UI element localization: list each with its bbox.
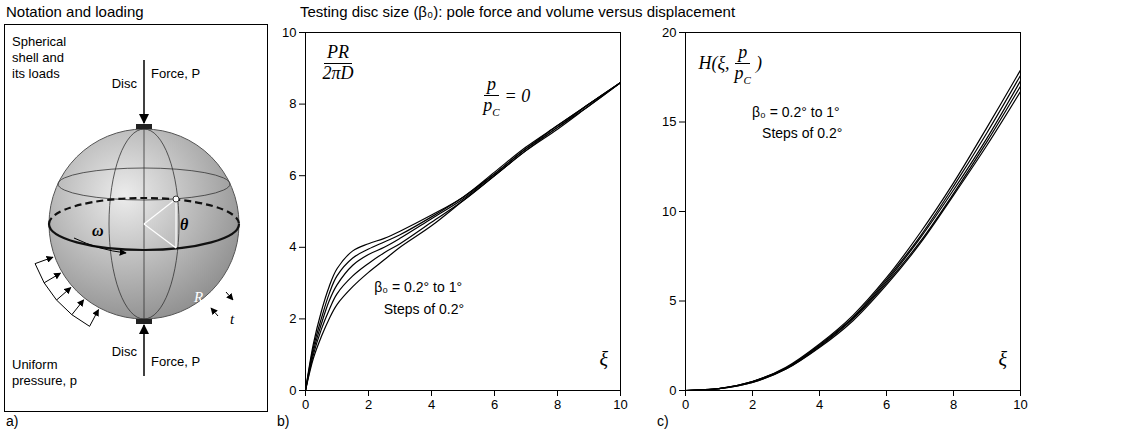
svg-text:15: 15 bbox=[662, 114, 676, 129]
svg-text:8: 8 bbox=[554, 397, 561, 412]
svg-text:0: 0 bbox=[302, 397, 309, 412]
html-text:Steps of 0.2°: Steps of 0.2° bbox=[383, 300, 465, 317]
svg-text:θ: θ bbox=[180, 216, 189, 233]
svg-text:10: 10 bbox=[662, 204, 676, 219]
svg-text:0: 0 bbox=[682, 397, 689, 412]
svg-text:its loads: its loads bbox=[12, 66, 60, 81]
svg-text:Disc: Disc bbox=[112, 344, 138, 359]
html-text:pC: pC bbox=[483, 94, 500, 118]
svg-text:10: 10 bbox=[613, 397, 627, 412]
svg-text:Uniform: Uniform bbox=[12, 357, 58, 372]
svg-text:2: 2 bbox=[289, 311, 296, 326]
svg-text:4: 4 bbox=[428, 397, 435, 412]
svg-text:8: 8 bbox=[950, 397, 957, 412]
svg-text:2: 2 bbox=[365, 397, 372, 412]
html-text:ξ: ξ bbox=[599, 348, 608, 371]
svg-text:R: R bbox=[193, 289, 203, 305]
svg-text:2: 2 bbox=[749, 397, 756, 412]
svg-text:Disc: Disc bbox=[112, 76, 138, 91]
svg-text:Force, P: Force, P bbox=[151, 66, 200, 81]
svg-text:6: 6 bbox=[491, 397, 498, 412]
html-text:2πD: 2πD bbox=[322, 62, 354, 83]
svg-text:5: 5 bbox=[669, 293, 676, 308]
html-text:H(ξ,: H(ξ, bbox=[698, 53, 730, 74]
html-text:ξ: ξ bbox=[998, 348, 1008, 371]
svg-text:ω: ω bbox=[92, 222, 104, 239]
html-text:p: p bbox=[486, 74, 496, 94]
html-text:p: p bbox=[738, 41, 748, 62]
svg-text:pressure, p: pressure, p bbox=[12, 373, 77, 388]
svg-text:10: 10 bbox=[282, 25, 296, 40]
svg-text:t: t bbox=[230, 311, 235, 327]
html-text:PR: PR bbox=[327, 41, 350, 62]
html-text:β₀ = 0.2° to 1°: β₀ = 0.2° to 1° bbox=[752, 103, 840, 120]
svg-text:8: 8 bbox=[289, 96, 296, 111]
html-text:a): a) bbox=[6, 413, 19, 429]
html-text:Testing disc size (β₀): pole f: Testing disc size (β₀): pole force and v… bbox=[300, 3, 735, 20]
svg-text:0: 0 bbox=[669, 383, 676, 398]
svg-text:shell and: shell and bbox=[12, 50, 64, 65]
svg-text:Force, P: Force, P bbox=[151, 354, 200, 369]
html-text:Steps of 0.2°: Steps of 0.2° bbox=[762, 125, 843, 142]
html-text:β₀ = 0.2° to 1°: β₀ = 0.2° to 1° bbox=[374, 279, 462, 295]
svg-text:10: 10 bbox=[1013, 397, 1027, 412]
html-text:Notation and loading: Notation and loading bbox=[6, 3, 144, 20]
svg-text:4: 4 bbox=[289, 239, 296, 254]
svg-text:Spherical: Spherical bbox=[12, 34, 66, 49]
svg-text:6: 6 bbox=[883, 397, 890, 412]
svg-text:20: 20 bbox=[662, 25, 676, 40]
html-text:b): b) bbox=[277, 413, 290, 429]
svg-text:0: 0 bbox=[289, 383, 296, 398]
svg-text:6: 6 bbox=[289, 168, 296, 183]
svg-text:4: 4 bbox=[816, 397, 823, 412]
html-text:c): c) bbox=[657, 413, 669, 429]
html-text:pC: pC bbox=[734, 62, 751, 86]
html-text:= 0: = 0 bbox=[504, 85, 531, 106]
